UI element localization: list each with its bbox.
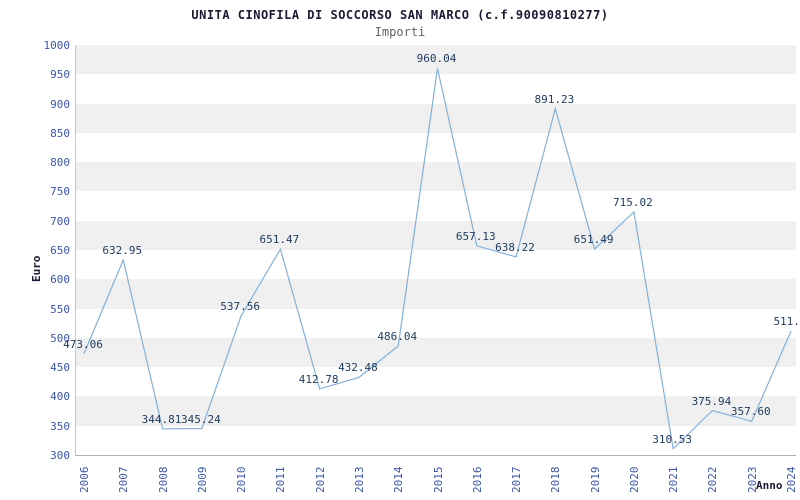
data-point-label: 511.5: [773, 315, 800, 329]
grid-band: [76, 220, 796, 250]
data-point-label: 715.02: [613, 195, 653, 209]
x-tick-label: 2006: [78, 466, 91, 494]
data-point-label: 344.81: [141, 412, 182, 426]
plot-area: [75, 45, 796, 456]
y-tick-label: 900: [50, 97, 70, 111]
grid-band: [76, 45, 796, 75]
grid-band: [76, 425, 796, 455]
y-tick-label: 950: [50, 68, 70, 82]
grid-band: [76, 396, 796, 426]
data-point-label: 486.04: [377, 330, 418, 344]
data-point-label: 412.78: [298, 372, 339, 386]
data-point-label: 375.94: [691, 394, 732, 408]
data-point-label: 657.13: [455, 229, 496, 243]
y-tick-label: 650: [50, 244, 70, 257]
y-tick-label: 1000: [43, 39, 71, 52]
data-point-label: 345.24: [180, 412, 221, 426]
data-point-label: 537.56: [220, 299, 260, 313]
y-tick-label: 750: [50, 185, 70, 199]
x-tick-label: 2009: [195, 466, 209, 494]
x-tick-label: 2018: [549, 466, 563, 494]
x-tick-label: 2012: [313, 466, 327, 494]
x-tick-label: 2022: [706, 466, 720, 494]
data-point-label: 432.48: [338, 361, 378, 375]
data-point-label: 651.47: [259, 233, 300, 247]
y-tick-label: 600: [50, 273, 70, 287]
x-tick-label: 2019: [588, 466, 602, 494]
data-point-label: 357.60: [730, 405, 771, 419]
y-tick-label: 350: [50, 419, 70, 433]
grid-band: [76, 132, 796, 163]
y-tick-label: 800: [50, 156, 70, 170]
grid-band: [76, 191, 796, 221]
x-tick-label: 2010: [235, 466, 249, 494]
y-tick-label: 700: [50, 214, 70, 228]
x-tick-label: 2011: [274, 466, 288, 494]
x-axis-title: Anno: [756, 479, 783, 492]
y-tick-label: 500: [50, 331, 70, 345]
x-tick-label: 2017: [510, 466, 524, 494]
data-point-label: 960.04: [416, 52, 457, 66]
grid-band: [76, 367, 796, 397]
x-tick-label: 2016: [470, 466, 484, 494]
grid-band: [76, 337, 796, 368]
x-tick-label: 2021: [667, 466, 681, 494]
x-tick-label: 2013: [352, 466, 366, 494]
series-line: [83, 68, 792, 451]
chart-subtitle: Importi: [374, 25, 426, 39]
grid-band: [76, 279, 796, 309]
data-point-label: 651.49: [573, 233, 614, 247]
x-tick-label: 2007: [117, 466, 131, 494]
grid-band: [76, 250, 796, 280]
y-tick-label: 450: [50, 361, 70, 375]
chart-title: UNITA CINOFILA DI SOCCORSO SAN MARCO (c.…: [191, 8, 609, 22]
data-point-label: 310.53: [652, 432, 693, 446]
y-tick-label: 850: [50, 126, 70, 140]
y-tick-label: 550: [50, 302, 70, 316]
y-tick-label: 400: [50, 390, 70, 404]
x-tick-label: 2023: [745, 466, 759, 494]
x-tick-label: 2008: [156, 466, 170, 494]
x-tick-label: 2020: [627, 466, 641, 494]
x-tick-label: 2015: [431, 466, 445, 494]
x-tick-label: 2014: [392, 466, 406, 494]
y-tick-label: 300: [50, 449, 70, 462]
data-point-label: 473.06: [63, 337, 103, 351]
grid-band: [76, 162, 796, 192]
x-tick-label: 2024: [785, 466, 798, 494]
series-line-svg: [83, 68, 792, 451]
data-point-label: 891.23: [534, 92, 575, 106]
data-point-label: 632.95: [102, 243, 143, 257]
grid-band: [76, 103, 796, 133]
data-point-label: 638.22: [495, 240, 535, 254]
grid-band: [76, 308, 796, 338]
